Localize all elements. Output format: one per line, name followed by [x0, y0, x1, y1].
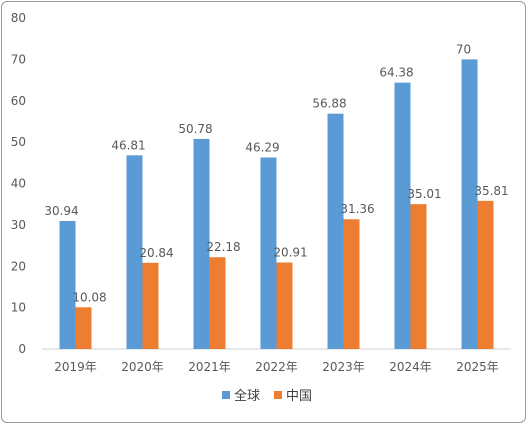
bar-china: [276, 262, 293, 349]
y-tick-label: 0: [18, 342, 26, 356]
y-axis: 0 10 20 30 40 50 60 70 80: [11, 11, 26, 356]
data-label-global: 46.81: [111, 138, 145, 152]
data-label-china: 22.18: [206, 240, 240, 254]
y-tick-label: 30: [11, 218, 26, 232]
legend-label-global: 全球: [234, 388, 260, 404]
y-tick-label: 10: [11, 301, 26, 315]
legend-label-china: 中国: [286, 389, 312, 404]
data-label-china: 20.91: [273, 245, 307, 259]
x-tick-label: 2024年: [389, 360, 432, 374]
data-label-global: 70: [456, 42, 471, 56]
legend-swatch-global: [222, 391, 230, 399]
data-label-global: 30.94: [44, 204, 78, 218]
bar-china: [343, 219, 360, 349]
bar-global: [260, 157, 277, 349]
data-label-global: 46.29: [245, 140, 279, 154]
x-tick-label: 2019年: [54, 360, 97, 374]
data-label-china: 31.36: [340, 202, 374, 216]
x-tick-label: 2025年: [456, 360, 499, 374]
data-label-china: 35.01: [407, 187, 441, 201]
bar-global: [461, 59, 478, 349]
bar-china: [209, 257, 226, 349]
data-label-global: 50.78: [178, 122, 212, 136]
data-label-china: 20.84: [139, 246, 173, 260]
data-label-china: 10.08: [72, 290, 106, 304]
y-tick-label: 40: [11, 177, 26, 191]
bar-global: [193, 138, 210, 349]
bar-global: [59, 220, 76, 349]
x-tick-label: 2023年: [322, 360, 365, 374]
bar-global: [327, 113, 344, 349]
bar-global: [126, 155, 143, 349]
y-tick-label: 70: [11, 52, 26, 66]
legend: 全球 中国: [222, 388, 312, 404]
data-label-china: 35.81: [474, 184, 508, 198]
x-tick-label: 2021年: [188, 360, 231, 374]
bar-global: [394, 82, 411, 349]
data-label-global: 64.38: [379, 66, 413, 80]
bar-china: [142, 262, 159, 349]
bars: [59, 59, 494, 349]
y-tick-label: 50: [11, 135, 26, 149]
data-labels: 30.94 10.08 46.81 20.84 50.78 22.18 46.29 20.91…: [44, 42, 508, 304]
bar-china: [75, 307, 92, 349]
y-tick-label: 60: [11, 94, 26, 108]
y-tick-label: 80: [11, 11, 26, 25]
data-label-global: 56.88: [312, 97, 346, 111]
x-tick-label: 2022年: [255, 360, 298, 374]
bar-china: [410, 204, 427, 349]
y-tick-label: 20: [11, 259, 26, 273]
x-axis: 2019年 2020年 2021年 2022年 2023年 2024年 2025年: [42, 348, 511, 374]
bar-china: [477, 200, 494, 349]
legend-swatch-china: [274, 391, 282, 399]
x-tick-label: 2020年: [121, 360, 164, 374]
